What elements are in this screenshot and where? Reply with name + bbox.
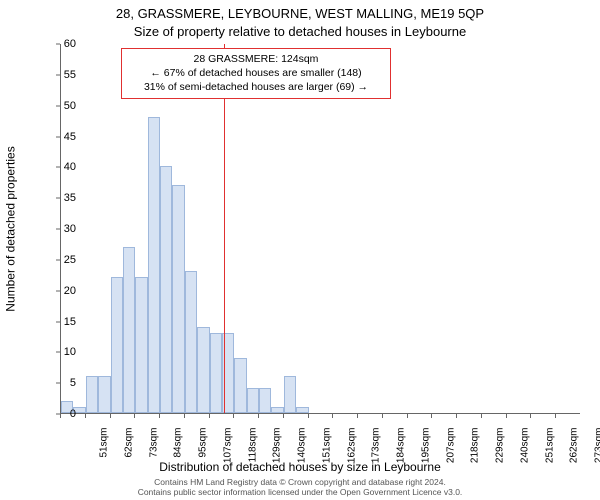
y-tick-mark — [56, 383, 60, 384]
histogram-bar — [172, 185, 184, 413]
histogram-bar — [210, 333, 222, 413]
footer-attribution: Contains HM Land Registry data © Crown c… — [0, 477, 600, 497]
x-tick-mark — [506, 414, 507, 418]
histogram-bar — [148, 117, 160, 413]
histogram-bar — [197, 327, 209, 413]
histogram-bar — [185, 271, 197, 413]
annotation-line: ← 67% of detached houses are smaller (14… — [128, 66, 384, 80]
x-tick-mark — [555, 414, 556, 418]
y-tick-mark — [56, 259, 60, 260]
chart-subtitle: Size of property relative to detached ho… — [0, 24, 600, 39]
x-tick-mark — [258, 414, 259, 418]
y-tick-label: 45 — [46, 131, 76, 143]
y-tick-label: 50 — [46, 100, 76, 112]
y-tick-mark — [56, 198, 60, 199]
y-tick-mark — [56, 167, 60, 168]
y-tick-label: 15 — [46, 316, 76, 328]
x-tick-mark — [209, 414, 210, 418]
y-tick-mark — [56, 229, 60, 230]
histogram-bar — [123, 247, 135, 414]
x-tick-mark — [308, 414, 309, 418]
y-tick-label: 5 — [46, 377, 76, 389]
y-axis-label: Number of detached properties — [4, 44, 18, 414]
y-tick-mark — [56, 352, 60, 353]
x-tick-mark — [481, 414, 482, 418]
annotation-line: 28 GRASSMERE: 124sqm — [128, 52, 384, 66]
x-tick-mark — [159, 414, 160, 418]
histogram-bar — [160, 166, 172, 413]
y-tick-label: 60 — [46, 38, 76, 50]
histogram-bar — [111, 277, 123, 413]
histogram-bar — [296, 407, 308, 413]
x-tick-mark — [456, 414, 457, 418]
annotation-box: 28 GRASSMERE: 124sqm← 67% of detached ho… — [121, 48, 391, 99]
y-tick-label: 55 — [46, 69, 76, 81]
histogram-bar — [234, 358, 246, 414]
histogram-bar — [259, 388, 271, 413]
histogram-bar — [284, 376, 296, 413]
y-tick-mark — [56, 44, 60, 45]
y-tick-mark — [56, 290, 60, 291]
x-tick-mark — [431, 414, 432, 418]
x-tick-mark — [85, 414, 86, 418]
x-tick-mark — [233, 414, 234, 418]
annotation-line: 31% of semi-detached houses are larger (… — [128, 80, 384, 94]
y-tick-label: 20 — [46, 285, 76, 297]
x-axis-label: Distribution of detached houses by size … — [0, 460, 600, 474]
plot-area: 28 GRASSMERE: 124sqm← 67% of detached ho… — [60, 44, 580, 414]
y-tick-mark — [56, 136, 60, 137]
x-tick-mark — [382, 414, 383, 418]
y-tick-mark — [56, 74, 60, 75]
histogram-bar — [86, 376, 98, 413]
y-tick-mark — [56, 105, 60, 106]
histogram-bar — [135, 277, 147, 413]
x-tick-mark — [134, 414, 135, 418]
x-tick-mark — [60, 414, 61, 418]
y-tick-label: 30 — [46, 223, 76, 235]
x-tick-mark — [110, 414, 111, 418]
reference-line — [224, 44, 226, 413]
y-tick-label: 0 — [46, 408, 76, 420]
y-tick-label: 35 — [46, 192, 76, 204]
histogram-bar — [98, 376, 110, 413]
chart-title-address: 28, GRASSMERE, LEYBOURNE, WEST MALLING, … — [0, 6, 600, 21]
x-tick-mark — [283, 414, 284, 418]
y-tick-mark — [56, 321, 60, 322]
y-tick-label: 40 — [46, 161, 76, 173]
histogram-bar — [247, 388, 259, 413]
x-tick-mark — [184, 414, 185, 418]
y-tick-label: 25 — [46, 254, 76, 266]
y-tick-label: 10 — [46, 346, 76, 358]
x-tick-mark — [407, 414, 408, 418]
x-tick-mark — [530, 414, 531, 418]
histogram-bar — [271, 407, 283, 413]
x-tick-mark — [332, 414, 333, 418]
x-tick-mark — [357, 414, 358, 418]
